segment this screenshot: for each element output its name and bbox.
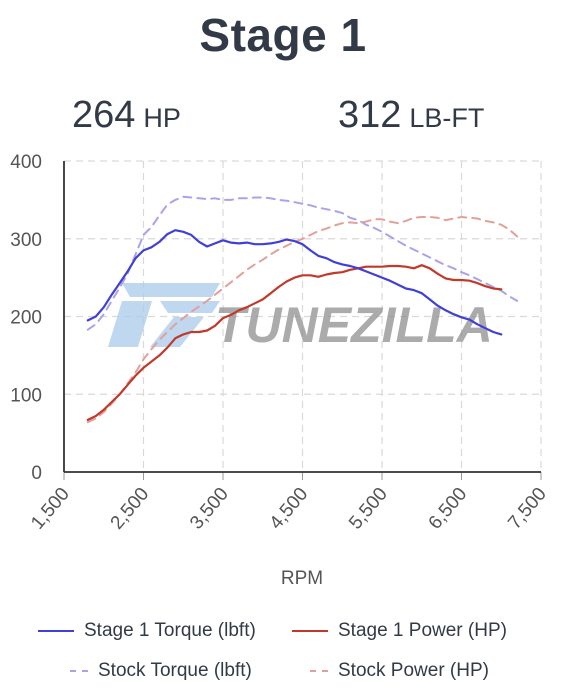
y-tick-label: 300 (10, 230, 42, 251)
torque-unit: LB-FT (409, 103, 485, 133)
legend-swatch-stock-torque (70, 670, 88, 672)
legend-item-stage1-torque[interactable]: Stage 1 Torque (lbft) (38, 620, 256, 642)
legend-label: Stage 1 Torque (lbft) (84, 620, 256, 641)
legend-swatch-stock-power (310, 670, 328, 672)
watermark-logo-mark (108, 283, 220, 347)
legend-item-stock-power[interactable]: Stock Power (HP) (310, 660, 489, 682)
x-axis-label: RPM (281, 568, 323, 589)
y-tick-label: 100 (10, 385, 42, 406)
legend-swatch-stage1-power (292, 630, 328, 632)
legend-label: Stock Power (HP) (338, 660, 489, 681)
page-title: Stage 1 (199, 9, 367, 61)
watermark-logo: TUNEZILLA (108, 283, 493, 353)
x-tick-label: 5,500 (345, 484, 392, 534)
legend-item-stock-torque[interactable]: Stock Torque (lbft) (70, 660, 252, 682)
series-line-stock-power-hp (86, 216, 519, 424)
legend-swatch-stage1-torque (38, 630, 74, 632)
series-line-stage-1-torque-lbft (86, 229, 503, 336)
x-tick-label: 1,500 (27, 484, 74, 534)
x-tick-label: 4,500 (266, 484, 313, 534)
chart-series (86, 195, 519, 424)
horsepower-stat: 264 HP (72, 94, 181, 137)
horsepower-unit: HP (143, 103, 181, 133)
torque-value: 312 (338, 94, 402, 136)
x-tick-label: 6,500 (425, 484, 472, 534)
y-tick-label: 400 (10, 152, 42, 173)
y-tick-label: 0 (31, 463, 42, 484)
y-tick-label: 200 (10, 308, 42, 329)
series-line-stock-torque-lbft (86, 195, 519, 331)
series-line-stage-1-power-hp (86, 264, 503, 421)
dyno-chart: TUNEZILLA 0 100 200 300 400 1,500 2,500 3,500 4,… (10, 152, 551, 589)
horsepower-value: 264 (72, 94, 136, 136)
x-tick-label: 2,500 (107, 484, 154, 534)
torque-stat: 312 LB-FT (338, 94, 484, 137)
x-tick-label: 3,500 (186, 484, 233, 534)
watermark-text: TUNEZILLA (215, 297, 493, 353)
legend-item-stage1-power[interactable]: Stage 1 Power (HP) (292, 620, 507, 642)
legend-label: Stock Torque (lbft) (98, 660, 252, 681)
legend-label: Stage 1 Power (HP) (338, 620, 507, 641)
x-tick-label: 7,500 (504, 484, 551, 534)
